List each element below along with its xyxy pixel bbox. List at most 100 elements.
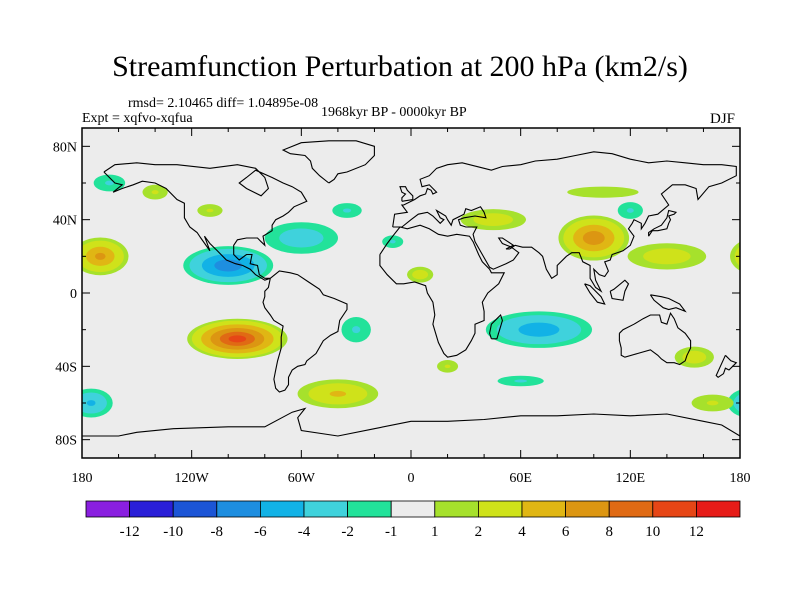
colorbar-box [85,500,130,518]
y-tick-label: 40N [53,214,77,229]
coastline-japan [648,209,678,237]
anomaly-cell-13 [617,202,643,219]
colorbar-box [216,500,261,518]
colorbar-box [303,500,348,518]
anomaly-cell-14 [485,311,593,348]
contour-level [473,213,514,227]
colorbar-label: 10 [645,524,660,540]
colorbar-box [129,500,174,518]
x-tick-label: 180 [72,471,93,486]
y-tick-label: 80S [55,434,77,449]
coastline-borneo [609,279,630,301]
chart-title: Streamfunction Perturbation at 200 hPa (… [112,50,688,83]
contour-level [518,322,560,337]
x-tick-label: 120W [175,471,210,486]
contour-level [95,252,106,260]
colorbar-label: -4 [298,524,311,540]
colorbar-box [565,500,610,518]
coastline-britain [399,186,414,202]
colorbar-label: 6 [562,524,570,540]
x-tick-label: 180 [730,471,751,486]
colorbar-label: 12 [689,524,704,540]
contour-level [329,390,347,397]
contour-level [582,231,605,245]
coastline-new-zealand [715,354,738,379]
map-area [82,128,740,458]
colorbar-label: 2 [475,524,483,540]
x-tick-label: 60W [288,471,316,486]
anomaly-cell-18 [497,375,544,387]
anomaly-cell-0 [187,318,288,359]
contour-level [228,335,247,343]
colorbar-label: -12 [120,524,140,540]
contour-level [342,208,352,213]
anomaly-cell-15 [437,360,459,373]
contour-level [514,379,528,383]
contour-level [626,208,634,213]
colorbar-box [172,500,218,518]
colorbar-label: -6 [254,524,267,540]
anomaly-cell-16 [674,346,714,368]
contour-level [151,190,159,195]
x-tick-label: 120E [616,471,646,486]
anomaly-cell-12 [567,186,639,198]
anomaly-cell-5 [197,204,223,217]
anomaly-cell-17 [297,379,379,409]
colorbar-box [347,500,392,518]
anomaly-cell-7 [382,235,404,248]
coastline-australia [618,311,692,366]
colorbar-box [652,500,697,518]
contour-level [444,364,451,369]
y-tick-label: 40S [55,360,77,375]
coastline-north-america [103,162,308,281]
colorbar-label: -8 [211,524,224,540]
colorbar-box [390,500,436,518]
coastline-new-guinea [649,294,687,313]
experiment-label: Expt = xqfvo-xqfua [82,111,193,126]
contour-level [682,350,707,364]
contour-level [389,239,396,244]
x-tick-label: 60E [509,471,532,486]
colorbar-box [434,500,479,518]
colorbar-box [608,500,654,518]
y-tick-label: 0 [70,287,77,302]
contour-level [279,228,324,248]
anomaly-cell-3 [264,222,339,254]
coastline-south-america [262,270,348,393]
colorbar-box [259,500,305,518]
coastline-eurasia [392,151,737,293]
colorbar-box [477,500,523,518]
anomaly-cell-6 [332,203,362,218]
colorbar-box [696,500,741,518]
anomaly-cell-4 [142,184,168,200]
contour-level [352,326,361,334]
anomaly-cell-9 [460,209,526,231]
x-tick-label: 0 [408,471,415,486]
contour-level-wrap [734,246,740,267]
season-label: DJF [710,111,736,127]
colorbar-label: 4 [518,524,526,540]
contour-level [643,248,691,265]
contour-level [412,269,429,280]
coastline-africa [379,224,506,358]
contour-level [706,400,719,406]
anomaly-cell-22 [341,317,371,343]
anomaly-cell-8 [407,266,434,283]
colorbar-label: -10 [163,524,183,540]
contour-level [105,180,114,186]
contour-level [214,259,243,272]
coastline-greenland [281,140,375,184]
colorbar-label: -2 [341,524,354,540]
anomaly-cell-1 [183,246,274,285]
period-label: 1968kyr BP - 0000kyr BP [321,105,467,120]
coastline-indonesia [584,283,606,305]
anomaly-cell-19 [82,388,740,418]
colorbar-box [521,500,566,518]
anomaly-cell-20 [691,394,734,412]
anomaly-cell-11 [627,243,707,270]
colorbar-label: 1 [431,524,439,540]
anomaly-cell-21 [93,174,126,192]
contour-level [206,208,214,213]
contour-level [86,400,96,406]
